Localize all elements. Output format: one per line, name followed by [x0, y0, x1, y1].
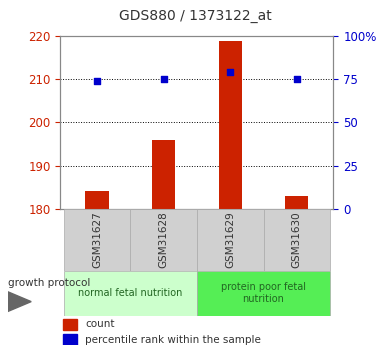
Bar	[197, 209, 264, 271]
Bar	[85, 191, 109, 209]
Point	[227, 70, 233, 75]
Bar	[63, 319, 77, 330]
Bar	[218, 41, 242, 209]
Bar	[63, 334, 77, 345]
Text: growth protocol: growth protocol	[8, 278, 90, 288]
Text: percentile rank within the sample: percentile rank within the sample	[85, 335, 261, 345]
Point	[161, 77, 167, 82]
Text: GSM31627: GSM31627	[92, 211, 102, 268]
Polygon shape	[8, 292, 31, 312]
Point	[294, 77, 300, 82]
Text: GSM31630: GSM31630	[292, 211, 302, 268]
Text: normal fetal nutrition: normal fetal nutrition	[78, 288, 183, 298]
Bar	[264, 209, 330, 271]
Text: count: count	[85, 319, 115, 329]
Bar	[285, 196, 308, 209]
Point	[94, 78, 100, 84]
Text: GSM31628: GSM31628	[159, 211, 168, 268]
Text: GDS880 / 1373122_at: GDS880 / 1373122_at	[119, 9, 271, 22]
Bar	[64, 271, 197, 316]
Text: GSM31629: GSM31629	[225, 211, 235, 268]
Text: protein poor fetal
nutrition: protein poor fetal nutrition	[221, 283, 306, 304]
Bar	[152, 140, 176, 209]
Bar	[130, 209, 197, 271]
Bar	[64, 209, 130, 271]
Bar	[197, 271, 330, 316]
